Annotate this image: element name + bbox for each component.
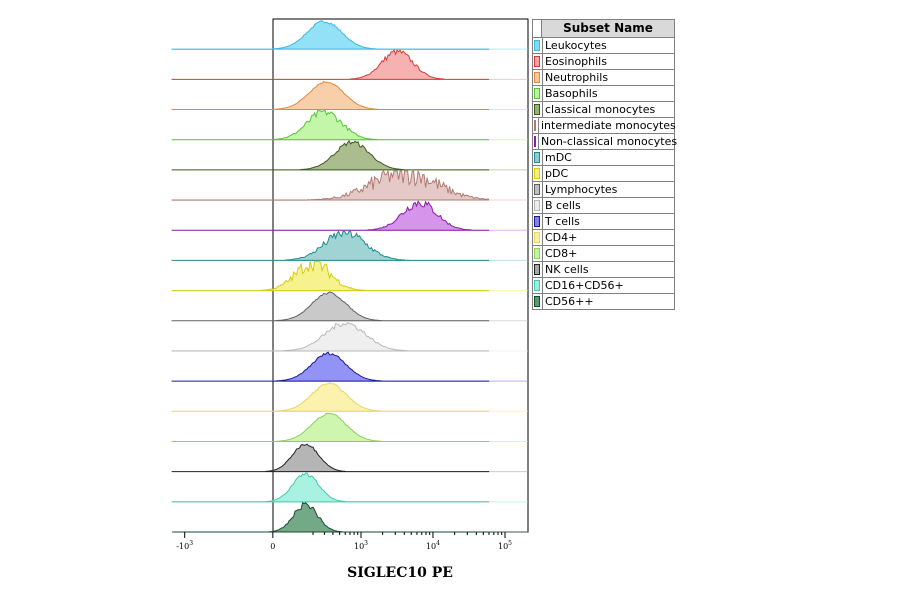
legend-item: Eosinophils xyxy=(533,54,674,70)
legend-label: Neutrophils xyxy=(542,70,608,85)
histogram-series xyxy=(171,291,490,322)
legend-label: Basophils xyxy=(542,86,598,101)
histogram-row xyxy=(171,49,528,80)
x-axis: -103 0 103 104 105 xyxy=(176,532,512,551)
legend-swatch xyxy=(534,296,540,307)
histogram-rows xyxy=(171,20,528,533)
histogram-series xyxy=(172,502,489,533)
histogram-row xyxy=(171,230,528,261)
legend-label: Lymphocytes xyxy=(542,182,617,197)
histogram-row xyxy=(171,351,528,382)
legend-item: Leukocytes xyxy=(533,38,674,54)
legend-label: pDC xyxy=(542,166,568,181)
legend-rows: Leukocytes Eosinophils Neutrophils Basophil… xyxy=(533,38,677,309)
histogram-series xyxy=(171,351,490,382)
x-tick-label: 105 xyxy=(498,540,512,551)
legend-label: Leukocytes xyxy=(542,38,607,53)
legend-swatch xyxy=(534,152,540,163)
legend-label: CD8+ xyxy=(542,246,577,261)
legend-label: mDC xyxy=(542,150,572,165)
legend-item: CD8+ xyxy=(533,246,674,262)
histogram-row xyxy=(171,291,528,322)
histogram-series xyxy=(171,20,490,50)
histogram-row xyxy=(171,321,528,352)
legend-swatch xyxy=(534,136,536,147)
histogram-row xyxy=(171,140,528,171)
histogram-series xyxy=(171,200,490,231)
histogram-row xyxy=(171,443,528,473)
legend-label: CD4+ xyxy=(542,230,577,245)
legend-item: Basophils xyxy=(533,86,674,102)
legend-swatch xyxy=(534,280,540,291)
legend-swatch xyxy=(534,264,540,275)
legend-item: Lymphocytes xyxy=(533,182,674,198)
histogram-row xyxy=(171,472,528,503)
legend-swatch xyxy=(534,88,540,99)
histogram-series xyxy=(171,260,490,292)
legend-label: CD56++ xyxy=(542,294,594,309)
legend-swatch xyxy=(534,168,540,179)
legend-swatch xyxy=(534,120,536,131)
histogram-row xyxy=(171,169,528,201)
legend-label: classical monocytes xyxy=(542,102,655,117)
legend-item: intermediate monocytes xyxy=(533,118,676,134)
legend-item: NK cells xyxy=(533,262,674,278)
histogram-series xyxy=(171,382,490,412)
histogram-series xyxy=(171,140,490,171)
histogram-series xyxy=(171,230,490,261)
legend-item: classical monocytes xyxy=(533,102,674,118)
x-axis-title: SIGLEC10 PE xyxy=(347,565,453,581)
legend-swatch xyxy=(534,40,540,51)
x-tick-label: 0 xyxy=(270,542,275,551)
legend: Subset Name Leukocytes Eosinophils Neutrop… xyxy=(532,19,677,310)
histogram-row xyxy=(171,412,528,442)
legend-swatch xyxy=(534,104,540,115)
histogram-series xyxy=(171,169,490,201)
legend-item: CD4+ xyxy=(533,230,674,246)
histogram-row xyxy=(171,260,528,292)
legend-label: Eosinophils xyxy=(542,54,607,69)
x-tick-label: 104 xyxy=(426,540,440,551)
legend-item: mDC xyxy=(533,150,674,166)
x-tick-label: -103 xyxy=(176,540,193,551)
x-tick-label: 103 xyxy=(354,540,368,551)
histogram-row xyxy=(171,200,528,231)
legend-label: CD16+CD56+ xyxy=(542,278,624,293)
histogram-row xyxy=(171,20,528,50)
legend-swatch xyxy=(534,56,540,67)
histogram-series xyxy=(171,472,490,503)
legend-label: intermediate monocytes xyxy=(538,118,676,133)
legend-item: T cells xyxy=(533,214,674,230)
legend-item: Neutrophils xyxy=(533,70,674,86)
legend-item: CD56++ xyxy=(533,294,674,309)
legend-swatch xyxy=(534,248,540,259)
legend-label: B cells xyxy=(542,198,581,213)
legend-swatch xyxy=(534,216,540,227)
legend-swatch xyxy=(534,232,540,243)
histogram-series xyxy=(171,443,490,473)
histogram-series xyxy=(171,110,490,141)
legend-label: Non-classical monocytes xyxy=(538,134,677,149)
legend-item: B cells xyxy=(533,198,674,214)
histogram-series xyxy=(171,412,490,442)
legend-label: T cells xyxy=(542,214,580,229)
legend-swatch xyxy=(534,184,540,195)
legend-item: pDC xyxy=(533,166,674,182)
histogram-series xyxy=(171,321,490,352)
histogram-series xyxy=(171,80,490,111)
histogram-row xyxy=(172,502,528,533)
legend-item: CD16+CD56+ xyxy=(533,278,674,294)
legend-swatch xyxy=(534,200,540,211)
histogram-row xyxy=(171,110,528,141)
legend-item: Non-classical monocytes xyxy=(533,134,677,150)
legend-header-swatch-column xyxy=(533,20,542,37)
legend-header: Subset Name xyxy=(533,20,674,38)
histogram-row xyxy=(171,382,528,412)
histogram-row xyxy=(171,80,528,111)
legend-swatch xyxy=(534,72,540,83)
legend-title: Subset Name xyxy=(542,20,674,37)
histogram-series xyxy=(171,49,490,80)
legend-label: NK cells xyxy=(542,262,589,277)
